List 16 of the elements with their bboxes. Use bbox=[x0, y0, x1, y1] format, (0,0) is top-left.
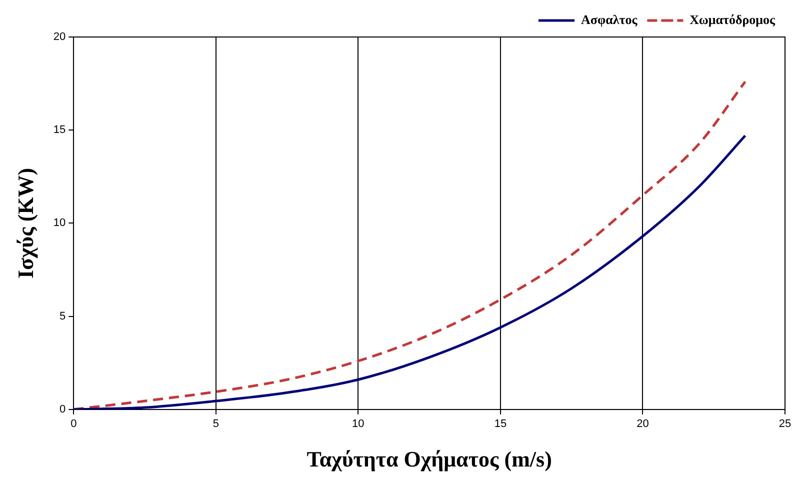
y-tick-label: 20 bbox=[53, 31, 66, 44]
y-tick-label: 15 bbox=[53, 124, 66, 136]
x-tick-label: 20 bbox=[636, 418, 649, 430]
x-axis-title: Ταχύτητα Οχήματος (m/s) bbox=[306, 446, 552, 472]
x-tick-label: 25 bbox=[778, 418, 792, 430]
x-tick-label: 0 bbox=[70, 418, 77, 430]
legend-label: Χωματόδρομος bbox=[690, 12, 776, 27]
y-tick-label: 0 bbox=[60, 403, 66, 416]
x-tick-label: 15 bbox=[494, 418, 507, 430]
y-tick-label: 10 bbox=[53, 217, 66, 230]
y-tick-label: 5 bbox=[60, 310, 66, 322]
line-series bbox=[74, 134, 746, 410]
x-tick-label: 10 bbox=[352, 418, 364, 430]
y-axis-title: Ισχύς (KW) bbox=[12, 168, 38, 279]
x-tick-label: 5 bbox=[212, 418, 219, 430]
legend-label: Ασφαλτος bbox=[580, 12, 638, 27]
